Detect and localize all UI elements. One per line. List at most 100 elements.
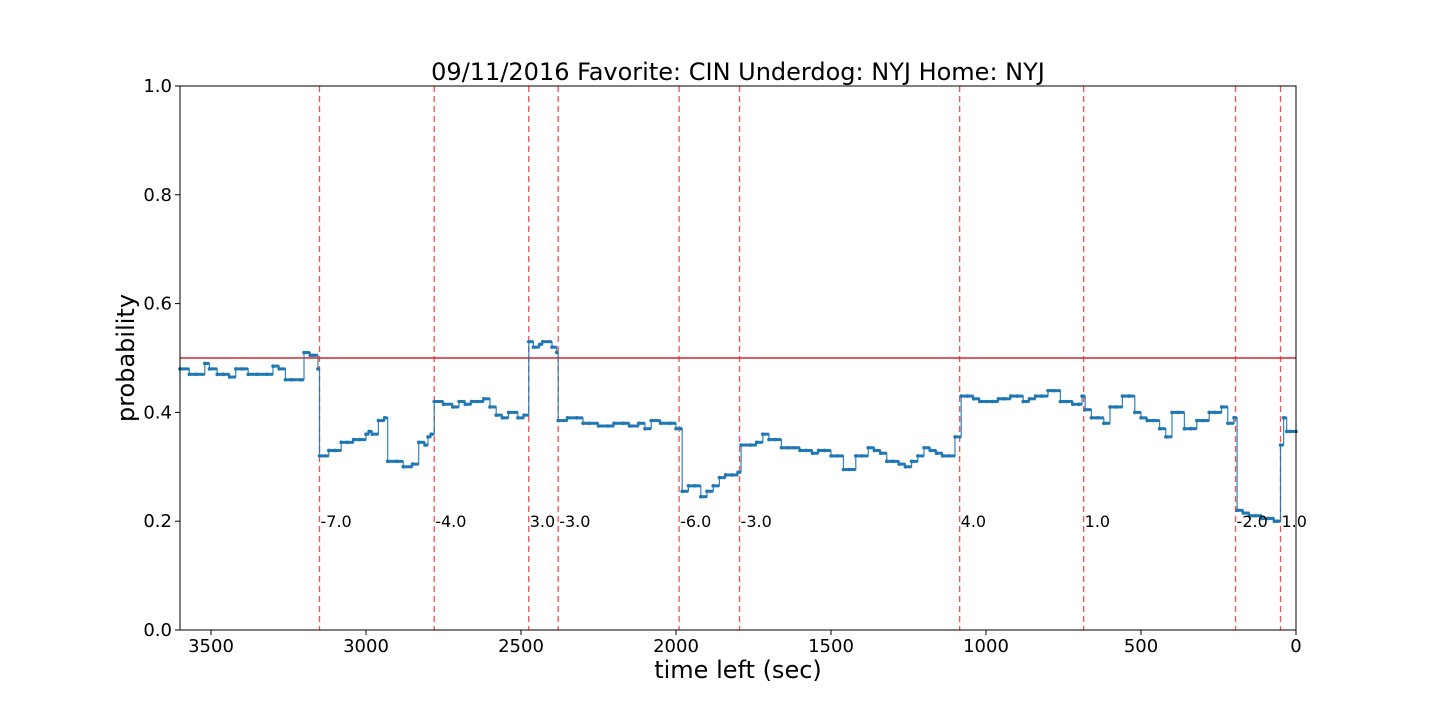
data-point (761, 432, 765, 436)
data-point (429, 432, 433, 436)
data-point (299, 377, 303, 382)
data-point (1164, 435, 1168, 439)
data-point (928, 448, 932, 453)
y-tick-label: 0.6 (143, 294, 172, 315)
data-point (779, 445, 784, 450)
data-point (432, 399, 437, 404)
data-point (1170, 410, 1174, 415)
data-point (748, 443, 753, 447)
data-point (556, 418, 560, 423)
data-point (1114, 405, 1118, 409)
data-point (596, 424, 601, 428)
x-tick-label: 3500 (188, 636, 234, 657)
data-point (289, 377, 294, 382)
data-point (351, 437, 356, 442)
data-point (816, 448, 821, 453)
event-label: -3.0 (741, 512, 772, 531)
data-point (686, 484, 691, 488)
data-point (860, 454, 864, 458)
data-point (531, 345, 536, 349)
data-point (1182, 426, 1187, 431)
data-point (922, 445, 926, 450)
data-point (1002, 397, 1007, 401)
data-point (488, 405, 492, 409)
data-point (711, 484, 715, 488)
data-point (1232, 416, 1236, 420)
data-point (187, 372, 192, 377)
data-point (1213, 410, 1218, 415)
data-point (367, 429, 371, 434)
plot-frame (179, 85, 1297, 631)
data-point (193, 372, 198, 377)
y-tick-label: 0.2 (143, 511, 172, 532)
data-point (621, 421, 626, 426)
data-point (1176, 410, 1180, 415)
data-point (240, 367, 244, 371)
data-point (385, 459, 390, 464)
data-point (1266, 516, 1270, 521)
data-point (891, 459, 895, 464)
data-point (1247, 513, 1252, 518)
data-point (457, 399, 461, 404)
plot-area: -7.0 -4.0 3.0 -3.0 -6.0 -3.0 4.0 1.0 -2.0 1.03500… (143, 76, 1307, 657)
data-point (678, 426, 683, 431)
event-label: 3.0 (530, 512, 555, 531)
event-label: 1.0 (1085, 512, 1110, 531)
data-point (382, 416, 387, 420)
data-point (971, 397, 976, 401)
data-point (810, 451, 815, 456)
data-point (1033, 394, 1038, 398)
data-point (1195, 418, 1199, 423)
y-tick-label: 1.0 (143, 76, 172, 97)
data-point (841, 467, 846, 472)
data-point (1009, 394, 1013, 398)
data-point (234, 367, 238, 371)
data-point (364, 432, 368, 436)
y-tick-label: 0.8 (143, 185, 172, 206)
data-point (798, 448, 802, 453)
data-point (903, 465, 908, 469)
data-point (1260, 516, 1264, 521)
data-point (575, 416, 579, 420)
data-point (482, 397, 486, 401)
data-point (463, 402, 468, 407)
data-point (345, 440, 350, 445)
data-point (358, 437, 362, 442)
data-point (1027, 397, 1032, 401)
data-point (469, 399, 474, 404)
data-point (872, 448, 877, 453)
data-point (370, 432, 375, 436)
x-tick-label: 0 (1290, 636, 1301, 657)
data-point (643, 426, 647, 431)
data-point (283, 377, 288, 382)
data-point (441, 402, 446, 407)
data-point (1275, 519, 1280, 523)
data-point (316, 367, 320, 371)
data-point (265, 372, 269, 377)
data-point (1226, 421, 1230, 426)
data-point (215, 372, 219, 377)
data-point (823, 448, 827, 453)
data-point (506, 410, 511, 415)
data-point (984, 399, 988, 404)
data-point (736, 470, 740, 475)
data-point (1201, 418, 1205, 423)
data-point (1095, 416, 1100, 420)
data-point (1080, 394, 1084, 398)
data-point (1253, 513, 1258, 518)
data-point (1219, 405, 1224, 409)
event-label: -2.0 (1237, 512, 1268, 531)
data-point (317, 454, 322, 458)
x-tick-label: 1000 (963, 636, 1009, 657)
data-point (423, 443, 427, 447)
x-tick-label: 2500 (498, 636, 544, 657)
data-point (500, 416, 505, 420)
data-point (658, 421, 663, 426)
y-tick-label: 0.4 (143, 402, 172, 423)
data-point (327, 448, 331, 453)
data-point (581, 421, 585, 426)
data-point (376, 418, 381, 423)
data-point (792, 445, 796, 450)
